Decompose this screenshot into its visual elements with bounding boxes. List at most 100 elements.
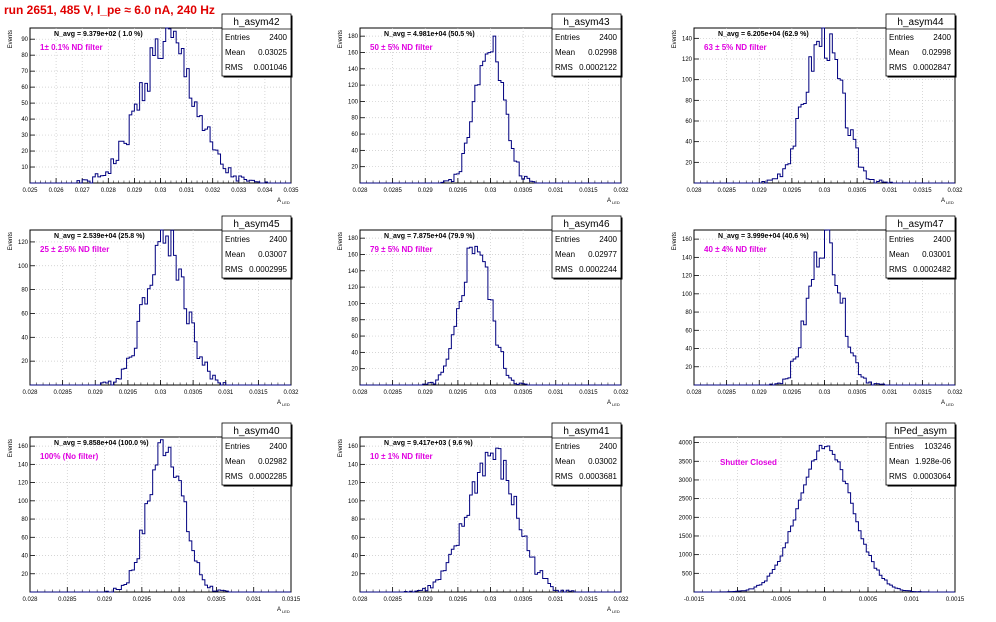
histogram-title: hPed_asym [894, 426, 947, 437]
x-tick-label: 0.0305 [848, 390, 867, 396]
y-tick-label: 80 [685, 98, 692, 104]
stat-value-mean: 0.02998 [922, 48, 951, 57]
y-tick-label: 80 [21, 517, 28, 523]
stat-value-rms: 0.0002285 [249, 472, 287, 481]
stats-box [221, 422, 292, 486]
y-axis-title: Events [338, 439, 344, 457]
stat-value-rms: 0.0002482 [913, 265, 951, 274]
x-tick-label: 0.0295 [449, 597, 468, 603]
y-tick-label: 140 [348, 462, 359, 468]
filter-label: 50 ± 5% ND filter [370, 43, 433, 52]
stat-label-rms: RMS [555, 472, 573, 481]
x-tick-label: 0.0305 [848, 188, 867, 194]
x-tick-label: 0.03 [485, 188, 497, 194]
x-axis-subscript: LED [612, 200, 620, 205]
y-tick-label: 100 [18, 499, 29, 505]
x-tick-label: 0.032 [947, 188, 963, 194]
y-tick-label: 20 [21, 359, 28, 365]
x-axis-subscript: LED [946, 402, 954, 407]
y-tick-label: 100 [682, 78, 693, 84]
histogram-line [30, 229, 291, 386]
x-tick-label: 0.0015 [946, 597, 965, 603]
x-tick-label: 0.032 [947, 390, 963, 396]
x-tick-label: 0.033 [231, 188, 247, 194]
stat-value-mean: 0.03001 [922, 250, 951, 259]
histogram-title: h_asym42 [233, 17, 280, 28]
y-axis-title: Events [8, 232, 14, 250]
n-avg-label: N_avg = 9.417e+03 ( 9.6 %) [384, 440, 473, 447]
y-tick-label: 40 [685, 347, 692, 353]
histogram-line [694, 27, 955, 184]
y-tick-label: 40 [21, 117, 28, 123]
stat-label-entries: Entries [889, 442, 914, 451]
histogram-panel-h_asym47: 0.028 0.0285 0.029 0.0295 0.03 0.0305 0.031 0.0… [672, 215, 963, 407]
histogram-title: h_asym47 [897, 219, 944, 230]
x-tick-label: 0.001 [904, 597, 920, 603]
y-tick-label: 120 [348, 481, 359, 487]
filter-label: 1± 0.1% ND filter [40, 43, 103, 52]
y-axis-title: Events [672, 232, 678, 250]
y-tick-label: 40 [685, 140, 692, 146]
y-tick-label: 180 [348, 34, 359, 40]
stat-label-rms: RMS [555, 265, 573, 274]
y-axis-title: Events [8, 439, 14, 457]
stats-box [551, 422, 622, 486]
stat-value-mean: 0.03025 [258, 48, 287, 57]
x-tick-label: 0.029 [418, 390, 434, 396]
y-tick-label: 80 [351, 318, 358, 324]
x-tick-label: 0.031 [548, 390, 564, 396]
x-tick-label: 0.031 [246, 597, 262, 603]
x-axis-subscript: LED [612, 609, 620, 614]
stat-value-entries: 2400 [269, 442, 287, 451]
x-tick-label: 0.0315 [579, 390, 598, 396]
x-tick-label: 0.031 [548, 188, 564, 194]
stat-value-rms: 0.0003681 [579, 472, 617, 481]
y-tick-label: 120 [348, 285, 359, 291]
x-tick-label: 0.03 [819, 390, 831, 396]
x-tick-label: 0.03 [485, 597, 497, 603]
histogram-line [694, 444, 955, 593]
x-tick-label: 0.0315 [579, 188, 598, 194]
x-tick-label: 0.028 [352, 390, 368, 396]
stat-value-mean: 0.03002 [588, 457, 617, 466]
x-tick-label: 0.0315 [282, 597, 301, 603]
x-tick-label: 0.0305 [514, 188, 533, 194]
stat-value-rms: 0.0002244 [579, 265, 617, 274]
stat-label-rms: RMS [225, 265, 243, 274]
x-tick-label: 0.0295 [783, 188, 802, 194]
y-tick-label: 80 [351, 116, 358, 122]
stat-value-entries: 2400 [933, 235, 951, 244]
n-avg-label: N_avg = 4.981e+04 (50.5 %) [384, 31, 475, 38]
y-tick-label: 160 [348, 252, 359, 258]
stat-label-rms: RMS [889, 472, 907, 481]
y-tick-label: 40 [351, 554, 358, 560]
stat-value-rms: 0.0002122 [579, 63, 617, 72]
y-tick-label: 60 [21, 535, 28, 541]
stat-value-rms: 0.0002995 [249, 265, 287, 274]
n-avg-label: N_avg = 6.205e+04 (62.9 %) [718, 31, 809, 38]
x-tick-label: 0.03 [485, 390, 497, 396]
histogram-line [360, 245, 621, 386]
x-axis-subscript: LED [612, 402, 620, 407]
y-tick-label: 3500 [679, 459, 693, 465]
y-tick-label: 20 [685, 160, 692, 166]
x-tick-label: 0.0305 [514, 597, 533, 603]
y-tick-label: 180 [348, 236, 359, 242]
histogram-panel-h_asym40: 0.028 0.0285 0.029 0.0295 0.03 0.0305 0.031 0.0… [8, 422, 301, 614]
n-avg-label: N_avg = 7.875e+04 (79.9 %) [384, 233, 475, 240]
run-title: run 2651, 485 V, I_pe ≈ 6.0 nA, 240 Hz [4, 3, 215, 17]
x-tick-label: -0.001 [729, 597, 747, 603]
stat-label-entries: Entries [225, 33, 250, 42]
filter-label: 40 ± 4% ND filter [704, 245, 767, 254]
y-tick-label: 100 [682, 292, 693, 298]
filter-label: 10 ± 1% ND filter [370, 452, 433, 461]
x-tick-label: 0.0305 [184, 390, 203, 396]
x-tick-label: 0.0315 [579, 597, 598, 603]
x-tick-label: 0.0285 [53, 390, 72, 396]
y-tick-label: 80 [685, 310, 692, 316]
x-tick-label: 0.035 [283, 188, 299, 194]
filter-label: 79 ± 5% ND filter [370, 245, 433, 254]
x-axis-subscript: LED [282, 200, 290, 205]
stat-value-entries: 2400 [269, 235, 287, 244]
stat-value-mean: 1.928e-06 [915, 457, 952, 466]
